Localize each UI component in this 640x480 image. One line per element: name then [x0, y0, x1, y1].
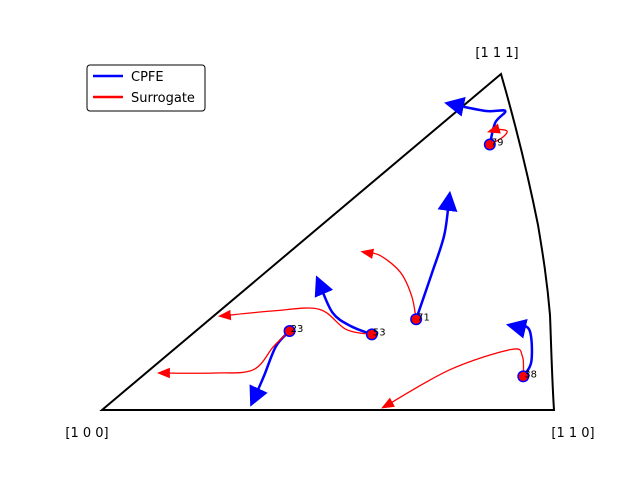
trajectories-layer [156, 96, 534, 409]
grain-label-71: 71 [417, 312, 430, 323]
grain-label-79: 79 [491, 138, 504, 149]
ipf-triangle [99, 72, 556, 411]
legend-label-cpfe: CPFE [131, 70, 164, 85]
corner-label-111: [1 1 1] [475, 46, 518, 61]
corner-label-110: [1 1 0] [551, 426, 594, 441]
corner-label-100: [1 0 0] [65, 426, 108, 441]
surrogate-trajectory-38 [381, 348, 525, 409]
grain-label-53: 53 [373, 327, 386, 338]
surrogate-trajectory-23 [156, 330, 291, 379]
surrogate-start-point-38 [518, 371, 528, 381]
grain-points-layer: 79 71 53 23 38 [283, 138, 537, 383]
surrogate-trajectory-53 [217, 307, 372, 336]
surrogate-start-point-71 [411, 314, 421, 324]
surrogate-start-point-79 [485, 140, 495, 150]
grain-label-38: 38 [524, 369, 537, 380]
cpfe-trajectory-71 [414, 190, 458, 320]
surrogate-trajectory-71 [360, 248, 417, 320]
cpfe-trajectory-53 [314, 275, 373, 336]
surrogate-start-point-53 [367, 329, 377, 339]
surrogate-trajectory-79 [486, 123, 508, 146]
legend: CPFE Surrogate [86, 64, 206, 112]
grain-label-23: 23 [291, 324, 304, 335]
cpfe-trajectory-38 [505, 318, 534, 378]
surrogate-start-point-23 [285, 326, 295, 336]
legend-label-surrogate: Surrogate [131, 91, 195, 106]
